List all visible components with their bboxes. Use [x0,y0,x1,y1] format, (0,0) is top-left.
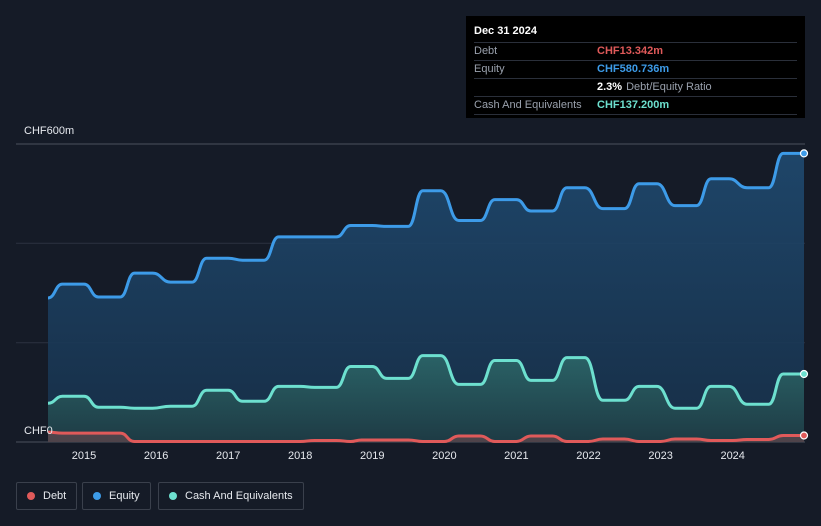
legend-cash-toggle[interactable]: Cash And Equivalents [158,482,304,510]
tooltip-row-equity: Equity CHF580.736m [474,60,797,78]
x-tick-2021: 2021 [504,450,529,462]
equity-endpoint-marker [799,149,809,158]
tooltip-debt-label: Debt [474,45,498,57]
legend-equity-toggle[interactable]: Equity [82,482,151,510]
legend-equity-label: Equity [109,490,140,502]
legend-cash-label: Cash And Equivalents [185,490,293,502]
legend-debt-dot [27,492,35,500]
x-tick-2023: 2023 [648,450,673,462]
tooltip-equity-label: Equity [474,63,505,75]
debt-line [47,430,805,444]
tooltip-row-ratio: 2.3% Debt/Equity Ratio [474,78,797,96]
legend-cash-dot [169,492,177,500]
x-tick-2017: 2017 [215,450,241,462]
tooltip-row-cash: Cash And Equivalents CHF137.200m [474,96,797,115]
cash-and-equivalents-area [48,355,804,442]
x-tick-2018: 2018 [287,450,313,462]
x-tick-2024: 2024 [720,450,745,462]
debt-endpoint-marker [799,431,809,440]
tooltip-debt-value: CHF13.342m [597,45,664,57]
tooltip-cash-label: Cash And Equivalents [474,99,582,111]
legend-debt-toggle[interactable]: Debt [16,482,78,510]
tooltip-ratio-value: 2.3% [597,81,623,93]
x-tick-2019: 2019 [360,450,385,462]
y-axis-top-label: CHF600m [24,125,75,137]
cash-and-equivalents-line [47,354,805,410]
x-tick-2015: 2015 [71,450,97,462]
tooltip-row-debt: Debt CHF13.342m [474,42,797,60]
legend-equity-dot [93,492,101,500]
tooltip-date: Dec 31 2024 [474,25,537,37]
cash-and-equivalents-endpoint-marker [799,369,809,379]
y-axis-bottom-label: CHF0 [24,425,53,437]
equity-area [48,153,804,442]
x-tick-2016: 2016 [143,450,169,462]
tooltip-ratio-label: Debt/Equity Ratio [626,81,712,93]
tooltip-equity-value: CHF580.736m [597,63,670,75]
x-tick-2022: 2022 [576,450,601,462]
tooltip-cash-value: CHF137.200m [597,99,670,111]
equity-line [47,151,804,300]
legend-debt-label: Debt [43,490,67,502]
x-tick-2020: 2020 [432,450,457,462]
tooltip-panel: Dec 31 2024 Debt CHF13.342m Equity CHF58… [466,16,805,118]
